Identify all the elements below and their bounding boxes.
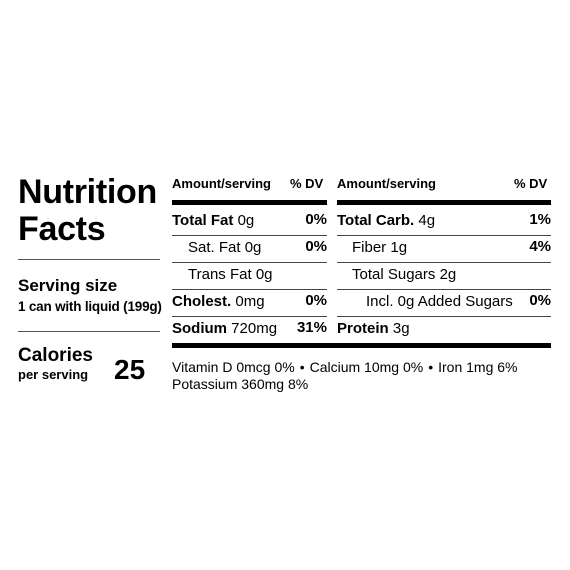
potassium: Potassium 360mg 8% (172, 376, 309, 392)
dv-total-carb: 1% (529, 211, 551, 228)
nutrient-amount: 4g (418, 212, 436, 229)
right-dv-header: % DV (514, 176, 548, 191)
vitamin-d: Vitamin D 0mcg 0% (172, 359, 295, 375)
row-divider (337, 289, 551, 290)
nutrient-amount: 720mg (231, 320, 278, 337)
nutrient-row-trans-fat: Trans Fat 0g (188, 265, 327, 285)
nutrient-name: Total Fat (172, 212, 234, 229)
row-divider (337, 235, 551, 236)
nutrient-name: Total Carb. (337, 212, 415, 229)
nutrient-row-cholesterol: Cholest. 0mg (172, 292, 327, 312)
nutrient-name: Cholest. (172, 293, 232, 310)
title-divider (18, 259, 160, 260)
dv-fiber: 4% (529, 238, 551, 255)
dv-sat-fat: 0% (305, 238, 327, 255)
potassium-line: Potassium 360mg 8% (172, 376, 308, 393)
left-thick-rule (172, 200, 327, 205)
nutrient-name: Trans Fat (188, 266, 252, 283)
nutrient-name: Total Sugars (352, 266, 436, 283)
nutrient-amount: 0g (237, 212, 255, 229)
right-thick-rule (337, 200, 551, 205)
calories-label: Calories (18, 345, 93, 366)
label-title: Nutrition Facts (18, 173, 157, 248)
separator: • (428, 359, 434, 375)
row-divider (337, 262, 551, 263)
nutrient-row-sodium: Sodium 720mg (172, 319, 327, 339)
nutrient-amount: 2g (439, 266, 457, 283)
vitamins-line: Vitamin D 0mcg 0% • Calcium 10mg 0% • Iron 1… (172, 359, 517, 376)
nutrient-row-total-sugars: Total Sugars 2g (352, 265, 551, 285)
nutrient-row-added-sugars: Incl. 0g Added Sugars (366, 292, 551, 312)
nutrient-name: Sat. Fat (188, 239, 241, 256)
row-divider (172, 235, 327, 236)
nutrient-row-total-carb: Total Carb. 4g (337, 211, 551, 231)
dv-cholesterol: 0% (305, 292, 327, 309)
row-divider (337, 316, 551, 317)
serving-size-value: 1 can with liquid (199g) (18, 299, 162, 314)
nutrient-name: Sodium (172, 320, 227, 337)
bottom-thick-rule (172, 343, 551, 348)
left-dv-header: % DV (290, 176, 324, 191)
nutrient-name: Fiber (352, 239, 387, 256)
nutrient-row-protein: Protein 3g (337, 319, 551, 339)
serving-divider (18, 331, 160, 332)
nutrient-amount: 0g (255, 266, 273, 283)
row-divider (172, 316, 327, 317)
row-divider (172, 262, 327, 263)
calories-value: 25 (114, 354, 146, 385)
dv-total-fat: 0% (305, 211, 327, 228)
dv-sodium: 31% (296, 319, 327, 336)
right-amount-header: Amount/serving (337, 176, 436, 191)
nutrient-row-fiber: Fiber 1g (352, 238, 551, 258)
nutrient-amount: 3g (392, 320, 410, 337)
row-divider (172, 289, 327, 290)
serving-size-label: Serving size (18, 276, 118, 295)
left-amount-header: Amount/serving (172, 176, 271, 191)
calcium: Calcium 10mg 0% (309, 359, 424, 375)
nutrient-amount: 0g (244, 239, 262, 256)
nutrient-amount: 1g (390, 239, 408, 256)
nutrient-row-sat-fat: Sat. Fat 0g (188, 238, 327, 258)
calories-per-serving: per serving (18, 367, 89, 382)
nutrient-amount: 0mg (235, 293, 265, 310)
nutrient-row-total-fat: Total Fat 0g (172, 211, 327, 231)
dv-added-sugars: 0% (529, 292, 551, 309)
iron: Iron 1mg 6% (438, 359, 518, 375)
nutrient-name: Incl. 0g Added Sugars (366, 293, 513, 310)
nutrient-name: Protein (337, 320, 389, 337)
separator: • (299, 359, 305, 375)
